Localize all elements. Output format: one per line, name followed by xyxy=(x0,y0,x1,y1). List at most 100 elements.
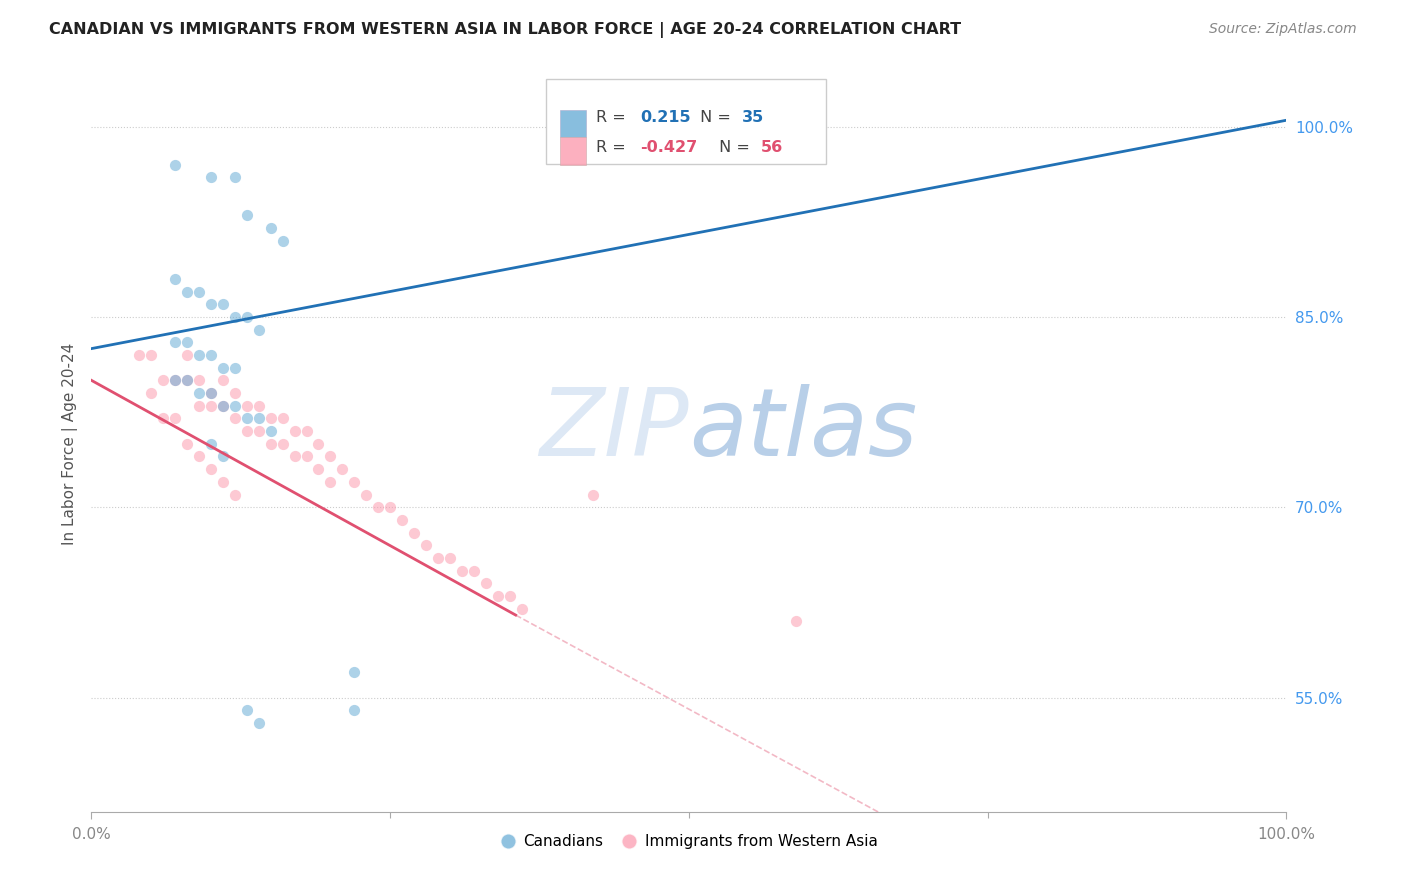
Point xyxy=(187,386,211,401)
Legend: Canadians, Immigrants from Western Asia: Canadians, Immigrants from Western Asia xyxy=(495,829,883,855)
Point xyxy=(152,411,174,425)
Point xyxy=(187,450,211,464)
Point xyxy=(200,386,222,401)
Point xyxy=(284,450,307,464)
Point xyxy=(474,576,498,591)
Point xyxy=(271,437,294,451)
Point xyxy=(354,487,377,501)
Point xyxy=(391,513,413,527)
Point xyxy=(235,310,259,324)
Point xyxy=(247,411,270,425)
Point xyxy=(211,399,233,413)
Point xyxy=(200,297,222,311)
Text: ZIP: ZIP xyxy=(540,384,689,475)
Point xyxy=(200,437,222,451)
Point xyxy=(259,221,281,235)
Text: -0.427: -0.427 xyxy=(640,140,697,154)
Point xyxy=(247,322,270,336)
Text: CANADIAN VS IMMIGRANTS FROM WESTERN ASIA IN LABOR FORCE | AGE 20-24 CORRELATION : CANADIAN VS IMMIGRANTS FROM WESTERN ASIA… xyxy=(49,22,962,38)
Point xyxy=(235,208,259,222)
Text: 35: 35 xyxy=(741,110,763,125)
Point xyxy=(486,589,509,603)
Text: R =: R = xyxy=(596,140,631,154)
Point xyxy=(235,411,259,425)
Point xyxy=(378,500,402,515)
Point xyxy=(187,373,211,387)
FancyBboxPatch shape xyxy=(546,79,827,164)
Point xyxy=(163,272,186,286)
FancyBboxPatch shape xyxy=(560,110,586,137)
Point xyxy=(200,348,222,362)
Point xyxy=(176,437,198,451)
Point xyxy=(200,399,222,413)
Point xyxy=(224,170,246,185)
Point xyxy=(367,500,389,515)
Point xyxy=(319,475,342,489)
Point xyxy=(141,386,162,401)
Point xyxy=(141,348,162,362)
Text: N =: N = xyxy=(695,110,735,125)
Point xyxy=(439,551,461,566)
Point xyxy=(271,234,294,248)
Point xyxy=(176,285,198,299)
Point xyxy=(235,424,259,438)
Point xyxy=(259,424,281,438)
Point xyxy=(307,437,329,451)
Point xyxy=(295,424,318,438)
Point xyxy=(307,462,329,476)
Point xyxy=(785,615,807,629)
Point xyxy=(176,335,198,350)
Point xyxy=(259,437,281,451)
Point xyxy=(163,158,186,172)
Point xyxy=(582,487,605,501)
Point xyxy=(247,399,270,413)
Point xyxy=(211,475,233,489)
Text: R =: R = xyxy=(596,110,631,125)
Point xyxy=(295,450,318,464)
Point xyxy=(200,462,222,476)
Point xyxy=(152,373,174,387)
Point xyxy=(128,348,150,362)
Point xyxy=(176,373,198,387)
Point xyxy=(284,424,307,438)
Point xyxy=(200,170,222,185)
Point xyxy=(224,411,246,425)
Point xyxy=(319,450,342,464)
Point xyxy=(163,411,186,425)
Point xyxy=(211,450,233,464)
Point xyxy=(415,538,437,552)
Point xyxy=(271,411,294,425)
Point xyxy=(211,297,233,311)
Point xyxy=(211,399,233,413)
Point xyxy=(247,715,270,730)
Point xyxy=(163,373,186,387)
Point xyxy=(332,462,354,476)
Text: 0.215: 0.215 xyxy=(640,110,690,125)
Point xyxy=(343,703,366,717)
Text: N =: N = xyxy=(714,140,755,154)
Point xyxy=(498,589,520,603)
Point xyxy=(224,360,246,375)
Point xyxy=(211,373,233,387)
FancyBboxPatch shape xyxy=(560,137,586,165)
Point xyxy=(224,310,246,324)
Point xyxy=(211,360,233,375)
Point xyxy=(235,399,259,413)
Point xyxy=(247,424,270,438)
Point xyxy=(426,551,449,566)
Y-axis label: In Labor Force | Age 20-24: In Labor Force | Age 20-24 xyxy=(62,343,77,545)
Text: Source: ZipAtlas.com: Source: ZipAtlas.com xyxy=(1209,22,1357,37)
Point xyxy=(224,399,246,413)
Point xyxy=(187,348,211,362)
Point xyxy=(510,601,533,615)
Text: atlas: atlas xyxy=(689,384,917,475)
Point xyxy=(259,411,281,425)
Point xyxy=(404,525,426,540)
Point xyxy=(224,386,246,401)
Point xyxy=(235,703,259,717)
Point xyxy=(224,487,246,501)
Point xyxy=(187,285,211,299)
Point xyxy=(163,335,186,350)
Point xyxy=(463,564,485,578)
Point xyxy=(187,399,211,413)
